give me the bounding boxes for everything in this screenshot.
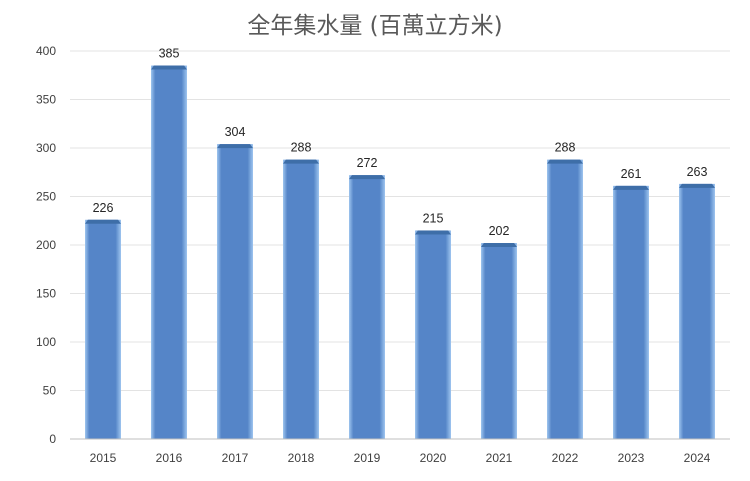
data-label: 215 [423, 211, 444, 225]
chart-title: 全年集水量 (百萬立方米) [247, 13, 503, 39]
bar-top-cap [679, 183, 715, 188]
x-tick-label: 2020 [420, 451, 447, 465]
data-label: 272 [357, 156, 378, 170]
data-labels: 226 385 304 288 272 215 202 288 261 263 [93, 47, 708, 239]
y-tick-label: 150 [36, 287, 56, 301]
bar [151, 65, 187, 440]
data-label: 288 [555, 141, 576, 155]
bar [481, 243, 517, 439]
data-label: 304 [225, 125, 246, 139]
bar-top-cap [481, 243, 517, 248]
axes: 0 50 100 150 200 250 300 350 400 2015 2016 2017 2018… [36, 44, 730, 465]
y-tick-label: 200 [36, 238, 56, 252]
bar-top-cap [547, 159, 583, 164]
bar [415, 230, 451, 439]
y-tick-label: 250 [36, 190, 56, 204]
y-tick-label: 100 [36, 335, 56, 349]
data-label: 202 [489, 224, 510, 238]
x-tick-label: 2016 [156, 451, 183, 465]
y-tick-label: 350 [36, 93, 56, 107]
x-tick-label: 2021 [486, 451, 513, 465]
bar-top-cap [415, 230, 451, 235]
bar [85, 219, 121, 439]
bar [547, 159, 583, 439]
data-label: 288 [291, 141, 312, 155]
bar-top-cap [613, 185, 649, 190]
bar [217, 144, 253, 439]
bar-top-cap [85, 219, 121, 224]
y-tick-label: 400 [36, 44, 56, 58]
x-tick-label: 2023 [618, 451, 645, 465]
x-tick-label: 2022 [552, 451, 579, 465]
data-label: 263 [687, 165, 708, 179]
x-tick-label: 2018 [288, 451, 315, 465]
bar [283, 159, 319, 439]
bar-top-cap [217, 144, 253, 149]
bar [349, 175, 385, 439]
x-tick-label: 2024 [684, 451, 711, 465]
bar [679, 183, 715, 439]
y-tick-label: 300 [36, 141, 56, 155]
bar-top-cap [151, 65, 187, 70]
bar-top-cap [349, 175, 385, 180]
data-label: 261 [621, 167, 642, 181]
bar-top-cap [283, 159, 319, 164]
y-tick-label: 50 [43, 384, 57, 398]
x-tick-label: 2015 [90, 451, 117, 465]
data-label: 385 [159, 47, 180, 61]
y-tick-label: 0 [49, 432, 56, 446]
bar [613, 185, 649, 439]
data-label: 226 [93, 201, 114, 215]
x-tick-label: 2019 [354, 451, 381, 465]
bars [85, 65, 715, 440]
x-tick-label: 2017 [222, 451, 249, 465]
